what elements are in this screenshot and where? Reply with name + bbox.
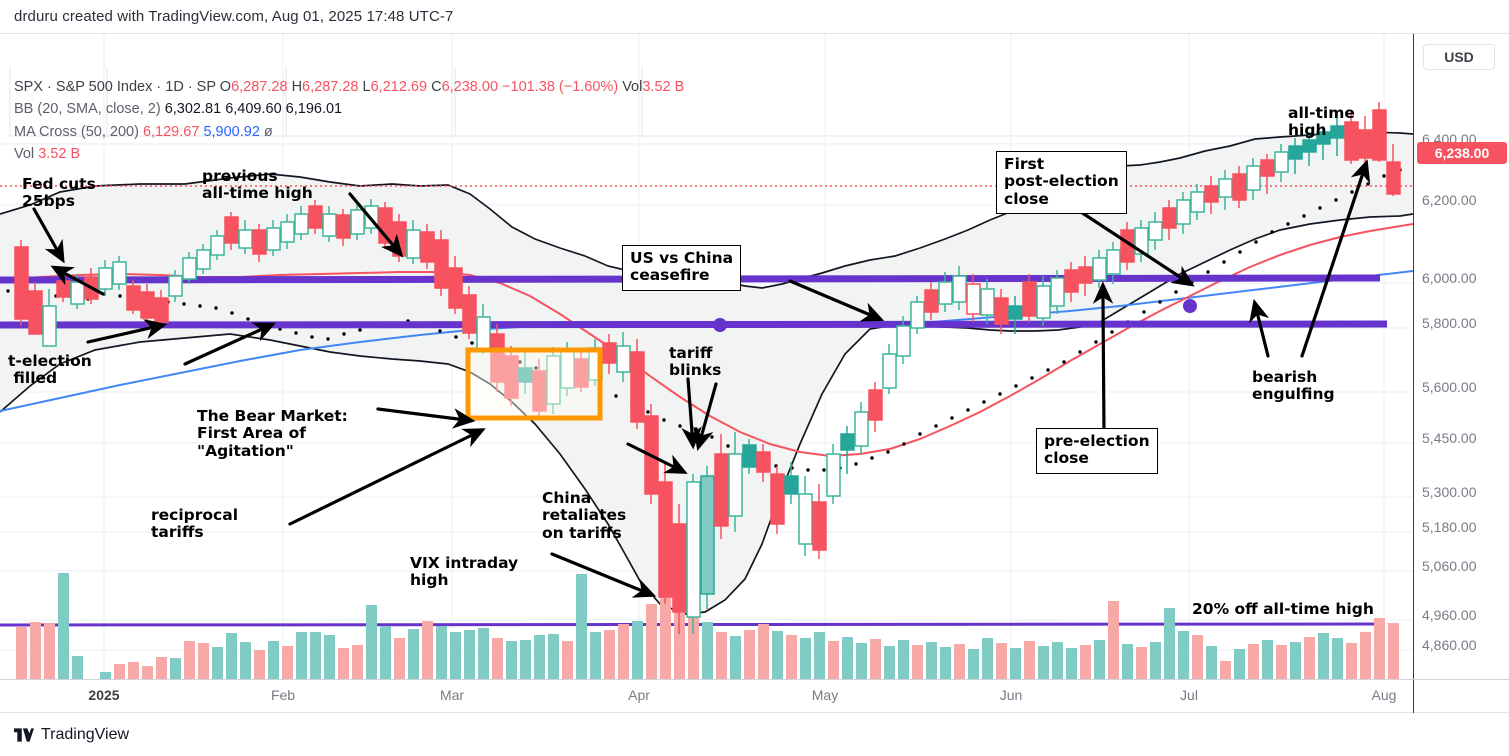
price-tick-5180: 5,180.00: [1422, 519, 1477, 535]
axis-corner-separator: [1413, 680, 1414, 713]
chart-frame: SPX · S&P 500 Index · 1D · SP O6,287.28 …: [0, 33, 1509, 680]
legend-bb-value-1: 6,302.81: [164, 101, 222, 118]
legend-open-value: 6,287.28: [231, 79, 288, 95]
price-tick-6000: 6,000.00: [1422, 270, 1477, 286]
legend-high-label: H: [291, 79, 303, 95]
tradingview-brand-text: TradingView: [41, 726, 130, 743]
legend-change: −101.38 (−1.60%): [502, 79, 619, 95]
annotation-reciprocal-tariffs: reciprocal tariffs: [151, 506, 239, 542]
legend-bb-name: BB (20, SMA, close, 2): [14, 101, 161, 118]
price-tick-5600: 5,600.00: [1422, 379, 1477, 395]
marker-dot-june-cross: [1183, 299, 1197, 313]
price-axis[interactable]: USD 6,400.00 6,200.00 6,000.00 5,800.00 …: [1413, 34, 1509, 679]
annotation-bear-market-first-agitation: The Bear Market: First Area of "Agitatio…: [197, 407, 348, 460]
legend-bb-value-2: 6,409.60: [225, 101, 282, 118]
legend-row-volume[interactable]: Vol 3.52 B: [14, 143, 684, 165]
legend-row-bollinger[interactable]: BB (20, SMA, close, 2) 6,302.81 6,409.60…: [14, 98, 684, 120]
legend-row-ma-cross[interactable]: MA Cross (50, 200) 6,129.67 5,900.92 ø: [14, 121, 684, 143]
legend-volume-value: 3.52 B: [38, 146, 81, 163]
annotation-tariff-blinks: tariff blinks: [669, 344, 722, 380]
legend-close-label: C: [431, 79, 442, 95]
annotation-us-vs-china-ceasefire: US vs China ceasefire: [622, 245, 742, 291]
legend-high-value: 6,287.28: [302, 79, 359, 95]
annotation-previous-all-time-high: previous all-time high: [202, 167, 313, 203]
legend-vol-value: 3.52 B: [642, 79, 685, 95]
agitation-highlight-box: [465, 347, 603, 421]
annotation-china-retaliates-on-tariffs: China retaliates on tariffs: [542, 489, 627, 542]
price-tick-5060: 5,060.00: [1422, 558, 1477, 574]
tradingview-branding: TradingView: [14, 726, 129, 744]
annotation-20-percent-off-all-time-high: 20% off all-time high: [1192, 600, 1374, 618]
time-tick-feb: Feb: [270, 687, 296, 703]
marker-dot-tariff-blinks: [713, 318, 727, 332]
hline-pre-election-close: [0, 320, 1388, 329]
legend-vol-label: Vol: [622, 79, 643, 95]
time-tick-may: May: [811, 687, 839, 703]
current-price-label: 6,238.00: [1417, 142, 1507, 164]
legend-volume-label: Vol: [14, 146, 35, 163]
price-tick-4860: 4,860.00: [1422, 637, 1477, 653]
annotation-vix-intraday-high: VIX intraday high: [410, 554, 519, 590]
legend-row-symbol[interactable]: SPX · S&P 500 Index · 1D · SP O6,287.28 …: [14, 76, 684, 98]
price-tick-5800: 5,800.00: [1422, 315, 1477, 331]
currency-badge[interactable]: USD: [1423, 44, 1495, 70]
tradingview-logo-icon: [14, 728, 34, 742]
time-tick-aug: Aug: [1371, 687, 1397, 703]
time-tick-apr: Apr: [628, 687, 650, 703]
legend-ma-name: MA Cross (50, 200): [14, 123, 139, 140]
credit-line: drduru created with TradingView.com, Aug…: [14, 8, 454, 25]
legend-bb-value-3: 6,196.01: [285, 101, 343, 118]
legend-ma200-value: 5,900.92: [203, 123, 260, 140]
time-tick-jul: Jul: [1180, 687, 1198, 703]
time-tick-mar: Mar: [439, 687, 465, 703]
time-tick-jun: Jun: [999, 687, 1023, 703]
legend-open-label: O: [219, 79, 232, 95]
chart-legend: SPX · S&P 500 Index · 1D · SP O6,287.28 …: [14, 76, 684, 166]
legend-symbol-text: SPX · S&P 500 Index · 1D · SP: [14, 79, 216, 95]
hline-20pct-off-ath: [0, 622, 1381, 627]
time-axis[interactable]: 2025 Feb Mar Apr May Jun Jul Aug: [0, 680, 1509, 713]
legend-close-value: 6,238.00: [441, 79, 499, 95]
annotation-pre-election-close: pre-election close: [1036, 428, 1158, 474]
price-tick-5450: 5,450.00: [1422, 430, 1477, 446]
legend-low-label: L: [362, 79, 371, 95]
legend-ma50-value: 6,129.67: [142, 123, 200, 140]
annotation-post-election-gap-filled: t-election filled: [8, 352, 92, 388]
price-tick-5300: 5,300.00: [1422, 484, 1477, 500]
legend-ma-third-value: ø: [263, 123, 273, 140]
time-tick-2025: 2025: [88, 687, 120, 703]
annotation-all-time-high: all-time high: [1288, 104, 1355, 140]
legend-low-value: 6,212.69: [370, 79, 428, 95]
annotation-bearish-engulfing: bearish engulfing: [1252, 368, 1335, 404]
price-tick-4960: 4,960.00: [1422, 607, 1477, 623]
annotation-first-post-election-close: First post-election close: [996, 151, 1127, 215]
annotation-fed-cuts: Fed cuts 25bps: [22, 175, 96, 211]
price-tick-6200: 6,200.00: [1422, 192, 1477, 208]
ma-200-line: [0, 270, 1413, 412]
